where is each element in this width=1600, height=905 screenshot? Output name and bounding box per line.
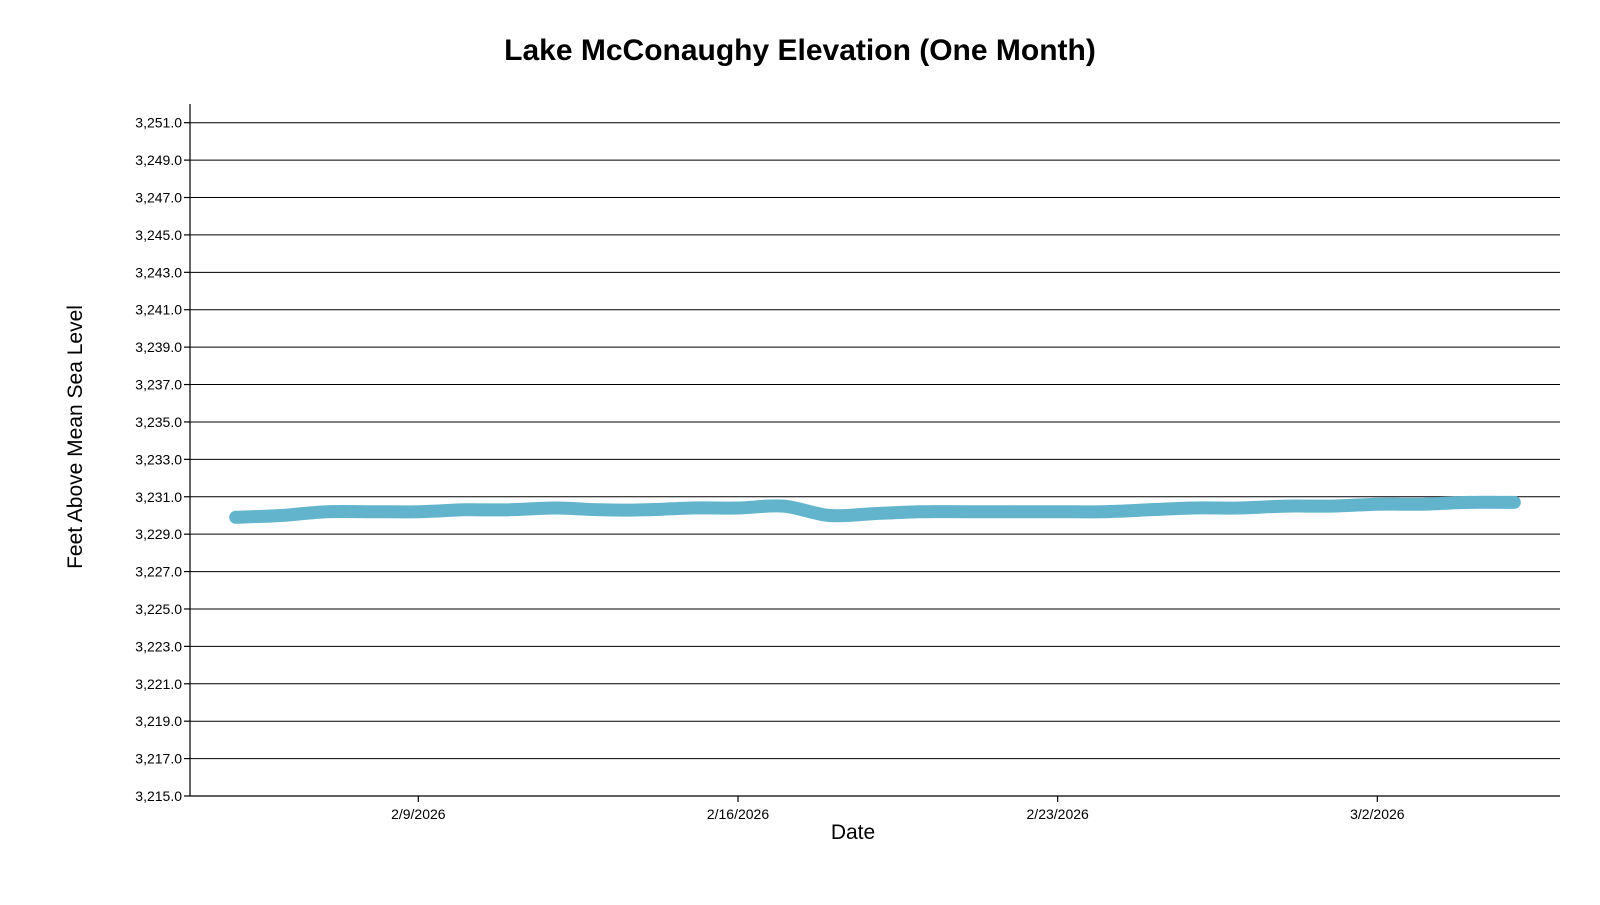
- data-point: [232, 514, 239, 521]
- y-tick-label: 3,221.0: [135, 676, 182, 692]
- y-tick-label: 3,241.0: [135, 302, 182, 318]
- x-tick-label: 3/2/2026: [1350, 806, 1405, 822]
- y-tick-label: 3,245.0: [135, 227, 182, 243]
- data-point: [278, 512, 285, 519]
- data-point: [963, 508, 970, 515]
- y-tick-label: 3,237.0: [135, 377, 182, 393]
- chart-title: Lake McConaughy Elevation (One Month): [504, 34, 1096, 67]
- y-tick-label: 3,227.0: [135, 564, 182, 580]
- y-tick-label: 3,223.0: [135, 638, 182, 654]
- x-axis-ticks: 2/9/2026 2/16/2026 2/23/2026 3/2/2026: [391, 796, 1405, 822]
- y-tick-label: 3,231.0: [135, 489, 182, 505]
- x-tick-label: 2/9/2026: [391, 806, 446, 822]
- data-point: [780, 503, 787, 510]
- y-tick-label: 3,251.0: [135, 115, 182, 131]
- data-point: [1328, 503, 1335, 510]
- data-point: [1420, 501, 1426, 508]
- data-point: [1237, 504, 1244, 511]
- data-point: [1511, 499, 1518, 506]
- data-point: [1374, 501, 1381, 508]
- x-tick-label: 2/23/2026: [1027, 806, 1089, 822]
- y-tick-label: 3,229.0: [135, 526, 182, 542]
- data-point: [324, 508, 330, 515]
- data-point: [917, 508, 924, 515]
- data-point: [735, 504, 741, 511]
- data-point: [598, 506, 604, 513]
- y-tick-label: 3,235.0: [135, 414, 182, 430]
- y-tick-label: 3,215.0: [135, 788, 182, 804]
- y-tick-label: 3,243.0: [135, 264, 182, 280]
- data-point: [689, 504, 696, 511]
- data-point: [1054, 508, 1061, 515]
- data-point: [1100, 508, 1107, 515]
- data-point: [1146, 506, 1152, 513]
- data-point: [369, 508, 376, 515]
- data-point: [415, 508, 422, 515]
- data-point: [1009, 508, 1015, 515]
- y-tick-label: 3,225.0: [135, 601, 182, 617]
- data-point: [872, 510, 878, 517]
- y-tick-label: 3,217.0: [135, 751, 182, 767]
- y-tick-label: 3,249.0: [135, 152, 182, 168]
- y-axis-title: Feet Above Mean Sea Level: [64, 305, 87, 569]
- y-axis-ticks: 3,215.0 3,217.0 3,219.0 3,221.0 3,223.0 3,225…: [135, 115, 190, 804]
- x-tick-label: 2/16/2026: [707, 806, 769, 822]
- data-point: [643, 506, 650, 513]
- data-point: [1283, 503, 1289, 510]
- data-point: [1465, 499, 1472, 506]
- y-tick-label: 3,233.0: [135, 451, 182, 467]
- data-point: [1191, 504, 1198, 511]
- gridlines: [190, 122, 1560, 797]
- data-point: [552, 504, 559, 511]
- data-point: [826, 512, 833, 519]
- y-tick-label: 3,247.0: [135, 190, 182, 206]
- data-point: [461, 506, 467, 513]
- x-axis-title: Date: [831, 821, 875, 844]
- data-point: [506, 506, 513, 513]
- series-layer: [229, 495, 1521, 524]
- y-tick-label: 3,219.0: [135, 713, 182, 729]
- y-tick-label: 3,239.0: [135, 339, 182, 355]
